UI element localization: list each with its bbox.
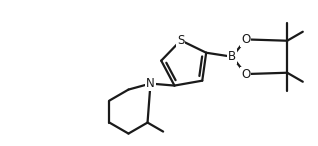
Text: B: B [228,50,236,63]
Text: N: N [146,77,155,90]
Text: O: O [241,33,250,46]
Text: O: O [241,68,250,81]
Text: S: S [177,34,184,47]
